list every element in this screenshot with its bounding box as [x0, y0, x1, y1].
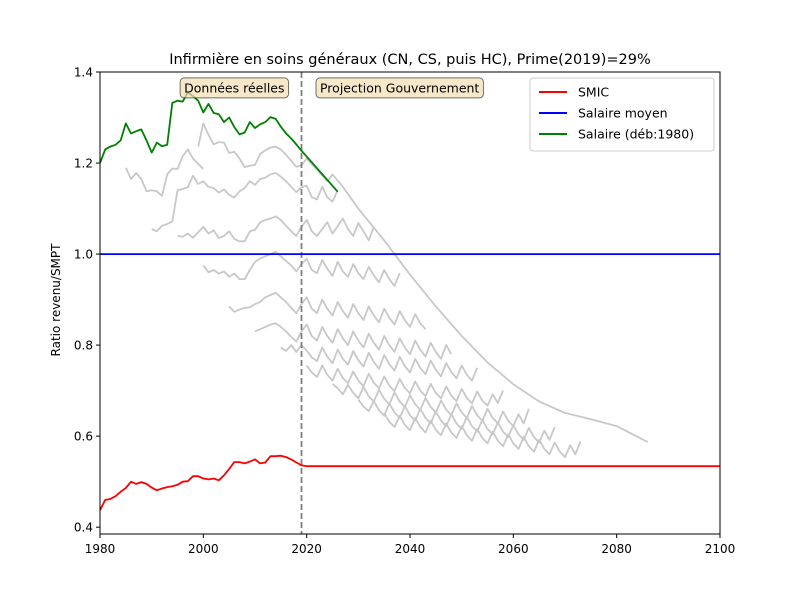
background-series-line-7: [254, 322, 453, 360]
y-tick-label: 1.0: [74, 248, 93, 262]
series-line-salaire-d-b-1980: [100, 91, 339, 193]
chart-title: Infirmière en soins généraux (CN, CS, pu…: [169, 52, 651, 68]
annotation-text: Données réelles: [184, 80, 284, 95]
annotation-background: [315, 77, 484, 99]
y-tick-label: 1.2: [74, 157, 93, 171]
background-series-line-10: [331, 383, 530, 428]
x-tick-label: 2080: [601, 542, 632, 556]
plot-lines: [100, 72, 720, 534]
y-tick-label: 0.8: [74, 339, 93, 353]
background-series-line-9: [305, 364, 504, 407]
background-series-line-11: [357, 399, 556, 444]
y-tick-label: 1.4: [74, 66, 93, 80]
annotation-box: Projection Gouvernement: [315, 77, 484, 99]
legend-label: Salaire moyen: [578, 106, 668, 121]
y-axis-label: Ratio revenu/SMPT: [49, 243, 63, 357]
background-series-line-4: [177, 215, 375, 243]
annotation-text: Projection Gouvernement: [320, 80, 479, 95]
annotations: Données réelles Projection Gouvernement: [179, 77, 484, 99]
background-series-line-3: [151, 172, 339, 233]
background-series-line-12: [383, 412, 582, 459]
x-tick-label: 2020: [291, 542, 322, 556]
legend-label: SMIC: [578, 85, 609, 100]
plot-area: [100, 72, 720, 534]
series-line-smic: [100, 454, 720, 511]
background-series-line-1: [197, 122, 649, 443]
x-tick-label: 2060: [498, 542, 529, 556]
x-tick-label: 1980: [85, 542, 116, 556]
x-tick-label: 2000: [188, 542, 219, 556]
legend-box: [529, 77, 715, 152]
axes: 1980 2000 2020 2040 2060 2080 2100 0.4 0.6 0.8 1.0…: [74, 66, 735, 557]
legend-label: Salaire (déb:1980): [578, 127, 694, 142]
background-series-line-2: [124, 148, 204, 197]
annotation-box: Données réelles: [179, 77, 290, 99]
x-tick-label: 2100: [705, 542, 736, 556]
y-tick-label: 0.4: [74, 521, 93, 535]
annotation-background: [179, 77, 290, 99]
y-tick-label: 0.6: [74, 430, 93, 444]
legend: SMIC Salaire moyen Salaire (déb:1980): [529, 77, 715, 152]
background-series-line-8: [280, 344, 479, 382]
x-tick-label: 2040: [395, 542, 426, 556]
background-series-line-6: [228, 291, 427, 330]
